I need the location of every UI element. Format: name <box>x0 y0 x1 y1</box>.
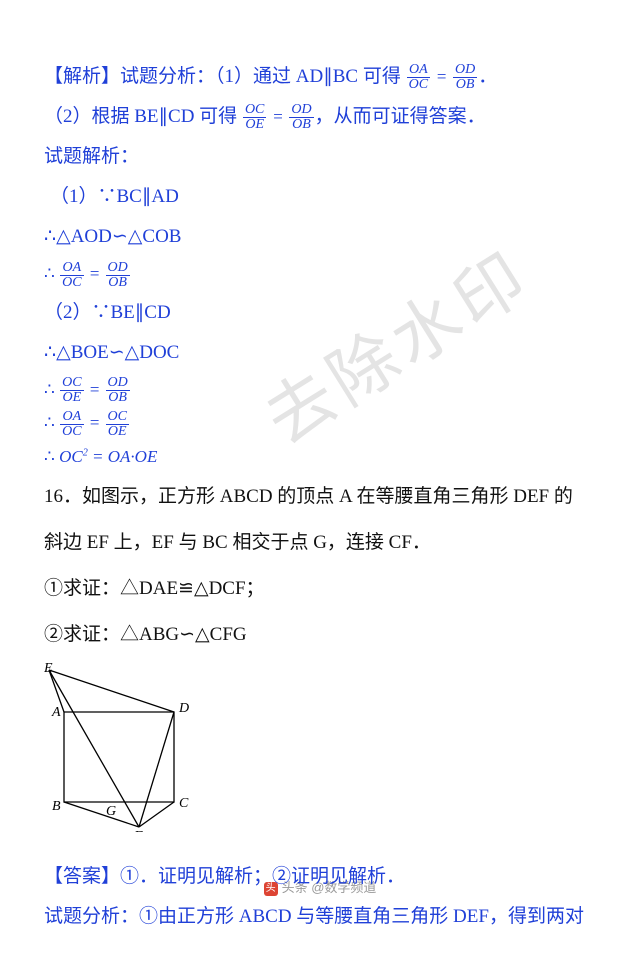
frac-od-ob: ODOB <box>453 63 477 92</box>
eq-s6: = <box>89 380 100 399</box>
analysis-p1-pre: （1）通过 AD∥BC 可得 <box>215 66 401 87</box>
problem-num: 16． <box>44 486 82 507</box>
answer-label: 【答案】 <box>44 866 120 887</box>
answer-line: 【答案】①．证明见解析；②证明见解析． <box>44 858 596 896</box>
label-F: F <box>133 829 143 832</box>
answer-text: ①．证明见解析；②证明见解析． <box>120 866 405 887</box>
step8-math: OC2 = OA·OE <box>59 447 157 466</box>
problem-16: 16．如图示，正方形 ABCD 的顶点 A 在等腰直角三角形 DEF 的 <box>44 478 596 516</box>
analysis-line2: （2）根据 BE∥CD 可得 OCOE = ODOB，从而可证得答案． <box>44 98 596 136</box>
label-G: G <box>106 804 116 819</box>
analysis-p2-pre: （2）根据 BE∥CD 可得 <box>44 106 237 127</box>
problem-q1: ①求证：△DAE≌△DCF； <box>44 570 596 608</box>
step4: （2）∵BE∥CD <box>44 294 596 332</box>
therefore-4: ∴ <box>44 447 55 466</box>
therefore-3: ∴ <box>44 413 55 432</box>
analysis2-label: 试题分析： <box>44 906 139 927</box>
solving-label: 试题解析： <box>44 138 596 176</box>
analysis-header: 【解析】 <box>44 66 120 87</box>
problem-l1: 如图示，正方形 ABCD 的顶点 A 在等腰直角三角形 DEF 的 <box>82 486 573 507</box>
frac-oa-oc: OAOC <box>407 63 430 92</box>
analysis-p1-period: ． <box>478 66 497 87</box>
frac-s6b: ODOB <box>106 376 130 405</box>
analysis2-text: ①由正方形 ABCD 与等腰直角三角形 DEF，得到两对 <box>139 906 584 927</box>
therefore-1: ∴ <box>44 264 55 283</box>
label-C: C <box>179 796 189 811</box>
step2: ∴△AOD∽△COB <box>44 218 596 256</box>
frac-s7a: OAOC <box>60 410 83 439</box>
step8: ∴ OC2 = OA·OE <box>44 443 596 470</box>
problem-q2: ②求证：△ABG∽△CFG <box>44 616 596 654</box>
label-D: D <box>178 701 189 716</box>
eq-s3: = <box>89 264 100 283</box>
analysis2-line: 试题分析：①由正方形 ABCD 与等腰直角三角形 DEF，得到两对 <box>44 898 596 936</box>
step7: ∴ OAOC = OCOE <box>44 409 596 439</box>
problem-l2: 斜边 EF 上，EF 与 BC 相交于点 G，连接 CF． <box>44 524 596 562</box>
eq-s7: = <box>89 413 100 432</box>
eq2: = <box>272 107 283 126</box>
frac-s3b: ODOB <box>106 261 130 290</box>
label-B: B <box>52 799 61 814</box>
label-E: E <box>44 662 53 676</box>
step5: ∴△BOE∽△DOC <box>44 334 596 372</box>
eq1: = <box>436 67 447 86</box>
analysis-intro-label: 试题分析： <box>120 66 215 87</box>
frac-od-ob-2: ODOB <box>289 103 313 132</box>
frac-s7b: OCOE <box>106 410 129 439</box>
frac-s3a: OAOC <box>60 261 83 290</box>
therefore-2: ∴ <box>44 380 55 399</box>
step3: ∴ OAOC = ODOB <box>44 260 596 290</box>
step6: ∴ OCOE = ODOB <box>44 376 596 406</box>
frac-s6a: OCOE <box>60 376 83 405</box>
step1: （1）∵BC∥AD <box>44 178 596 216</box>
label-A: A <box>51 705 61 720</box>
analysis-line1: 【解析】试题分析：（1）通过 AD∥BC 可得 OAOC = ODOB． <box>44 58 596 96</box>
analysis-p2-post: ，从而可证得答案． <box>315 106 486 127</box>
geometry-figure: E A D B G C F <box>44 662 596 846</box>
frac-oc-oe: OCOE <box>243 103 266 132</box>
